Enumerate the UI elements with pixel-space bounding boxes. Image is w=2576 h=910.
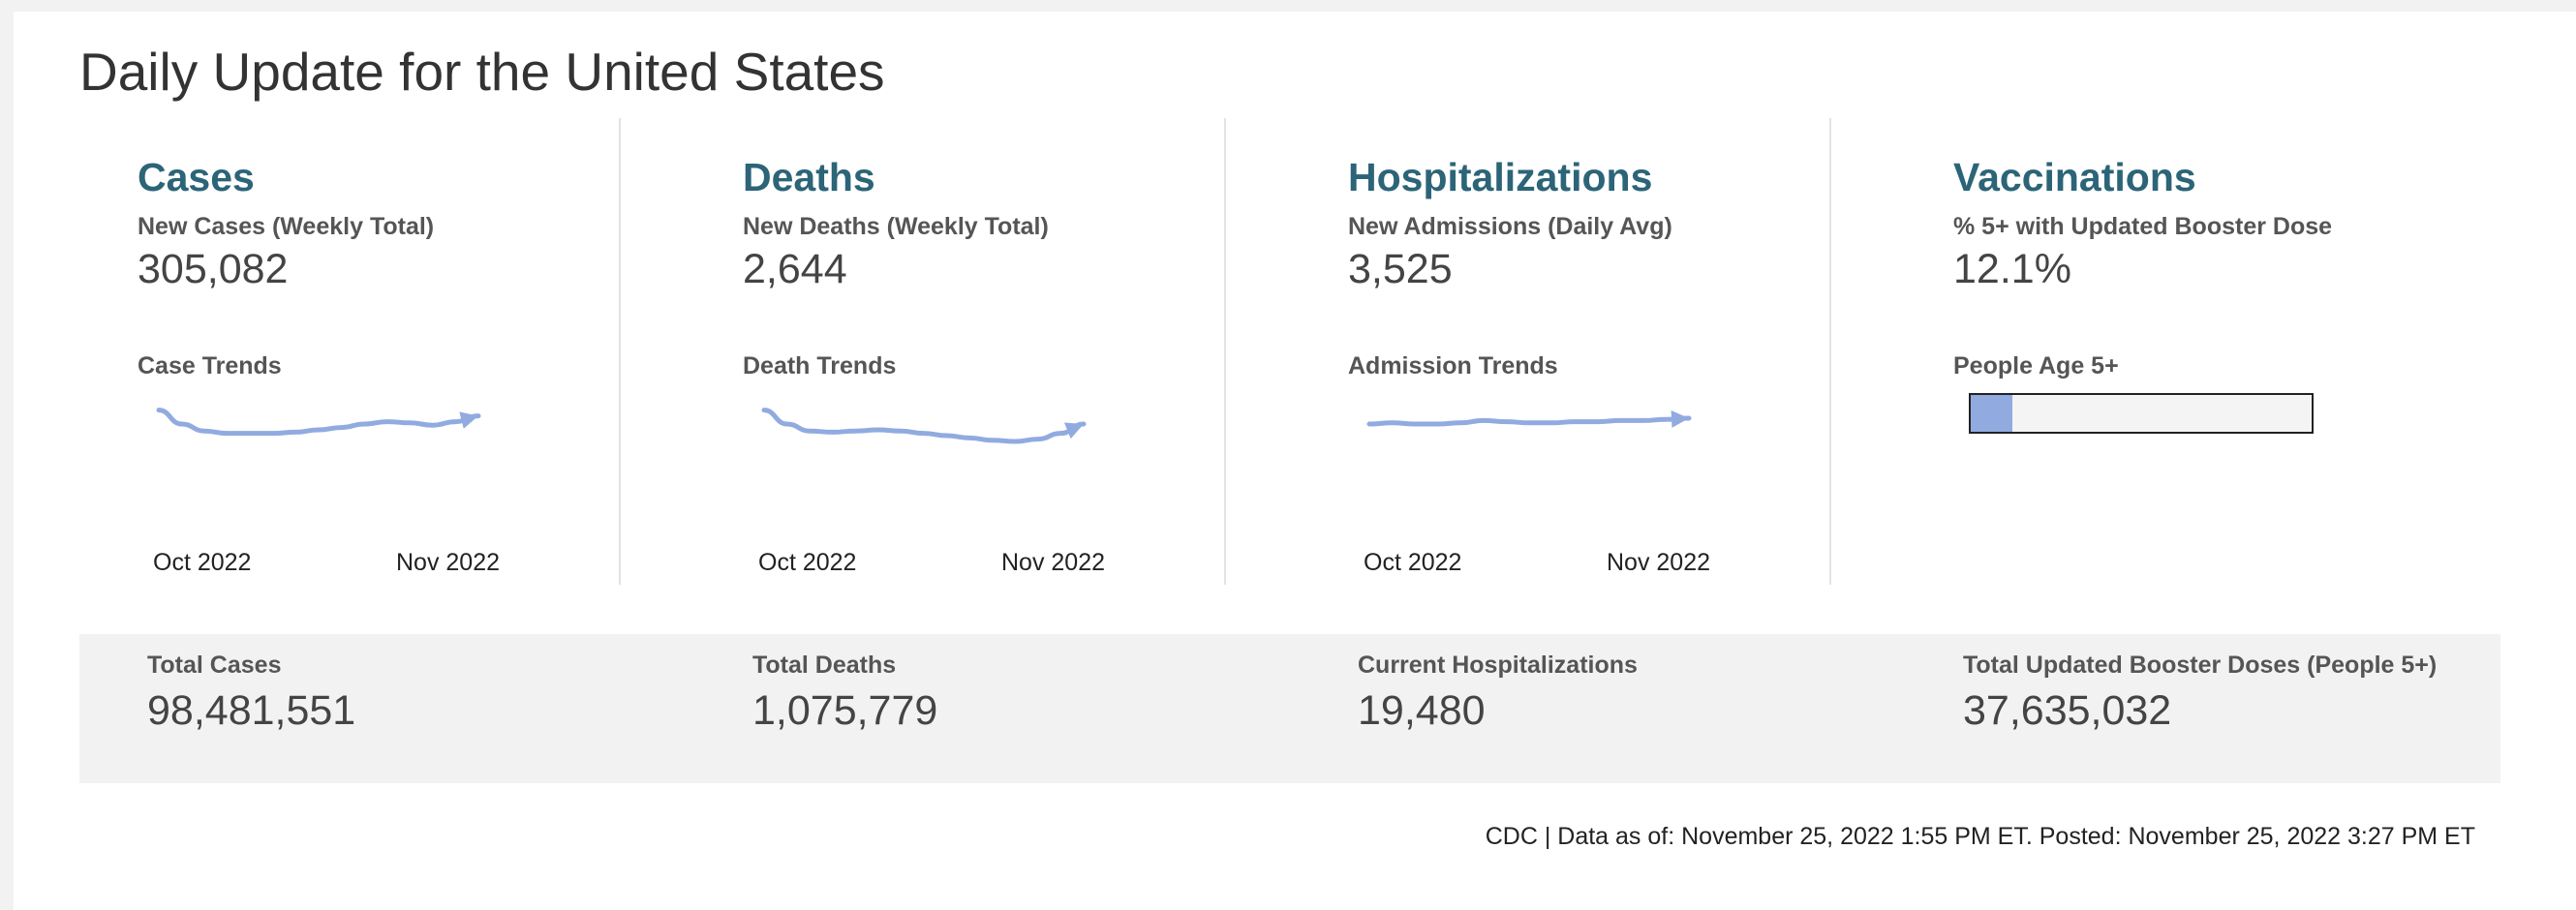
- trend-end-arrow: [1063, 422, 1084, 440]
- total-value: 37,635,032: [1963, 687, 2172, 734]
- page-title: Daily Update for the United States: [79, 42, 885, 102]
- data-source-footer: CDC | Data as of: November 25, 2022 1:55…: [1485, 823, 2475, 850]
- x-tick-label: Oct 2022: [153, 549, 252, 576]
- total-booster-doses: Total Updated Booster Doses (People 5+) …: [1963, 652, 2437, 735]
- metric-title: Cases: [138, 155, 255, 199]
- total-value: 98,481,551: [147, 687, 356, 734]
- metric-subtitle: New Cases (Weekly Total): [138, 213, 435, 240]
- booster-progress-bar: [1969, 393, 2314, 434]
- case-trend-chart: [156, 408, 481, 437]
- total-label: Total Deaths: [752, 652, 897, 679]
- trend-label: Admission Trends: [1348, 352, 1558, 379]
- metric-value: 305,082: [138, 246, 289, 292]
- total-label: Total Updated Booster Doses (People 5+): [1963, 652, 2438, 679]
- admission-trend-line: [1366, 415, 1692, 427]
- x-tick-label: Nov 2022: [1001, 549, 1106, 576]
- trend-end-arrow: [1671, 410, 1689, 428]
- metric-subtitle: New Admissions (Daily Avg): [1348, 213, 1672, 240]
- current-hospitalizations: Current Hospitalizations 19,480: [1358, 652, 1638, 735]
- metric-subtitle: New Deaths (Weekly Total): [743, 213, 1049, 240]
- totals-panel: Total Cases 98,481,551 Total Deaths 1,07…: [79, 634, 2500, 783]
- metric-title: Vaccinations: [1953, 155, 2196, 199]
- metric-subtitle: % 5+ with Updated Booster Dose: [1953, 213, 2333, 240]
- metric-hospitalizations: Hospitalizations New Admissions (Daily A…: [1224, 118, 1831, 585]
- metric-vaccinations: Vaccinations % 5+ with Updated Booster D…: [1829, 118, 2435, 585]
- case-trend-line: [156, 408, 481, 437]
- total-label: Total Cases: [147, 652, 282, 679]
- trend-label: People Age 5+: [1953, 352, 2119, 379]
- x-tick-label: Oct 2022: [1364, 549, 1462, 576]
- metric-cases: Cases New Cases (Weekly Total) 305,082 C…: [14, 118, 621, 585]
- admission-trend-chart: [1366, 410, 1692, 428]
- metric-title: Hospitalizations: [1348, 155, 1653, 199]
- total-deaths: Total Deaths 1,075,779: [752, 652, 937, 735]
- total-value: 19,480: [1358, 687, 1486, 734]
- death-trend-line: [761, 408, 1087, 444]
- trend-label: Death Trends: [743, 352, 897, 379]
- booster-progress-fill: [1971, 395, 2012, 432]
- metric-value: 12.1%: [1953, 246, 2071, 292]
- total-label: Current Hospitalizations: [1358, 652, 1638, 679]
- dashboard-card: Daily Update for the United States Cases…: [14, 12, 2576, 910]
- x-tick-label: Oct 2022: [758, 549, 857, 576]
- trend-end-arrow: [459, 411, 478, 429]
- x-tick-label: Nov 2022: [396, 549, 501, 576]
- x-tick-label: Nov 2022: [1607, 549, 1711, 576]
- metric-title: Deaths: [743, 155, 875, 199]
- total-value: 1,075,779: [752, 687, 938, 734]
- metric-deaths: Deaths New Deaths (Weekly Total) 2,644 D…: [619, 118, 1226, 585]
- trend-label: Case Trends: [138, 352, 282, 379]
- death-trend-chart: [761, 408, 1087, 444]
- total-cases: Total Cases 98,481,551: [147, 652, 355, 735]
- metric-value: 3,525: [1348, 246, 1453, 292]
- metric-value: 2,644: [743, 246, 847, 292]
